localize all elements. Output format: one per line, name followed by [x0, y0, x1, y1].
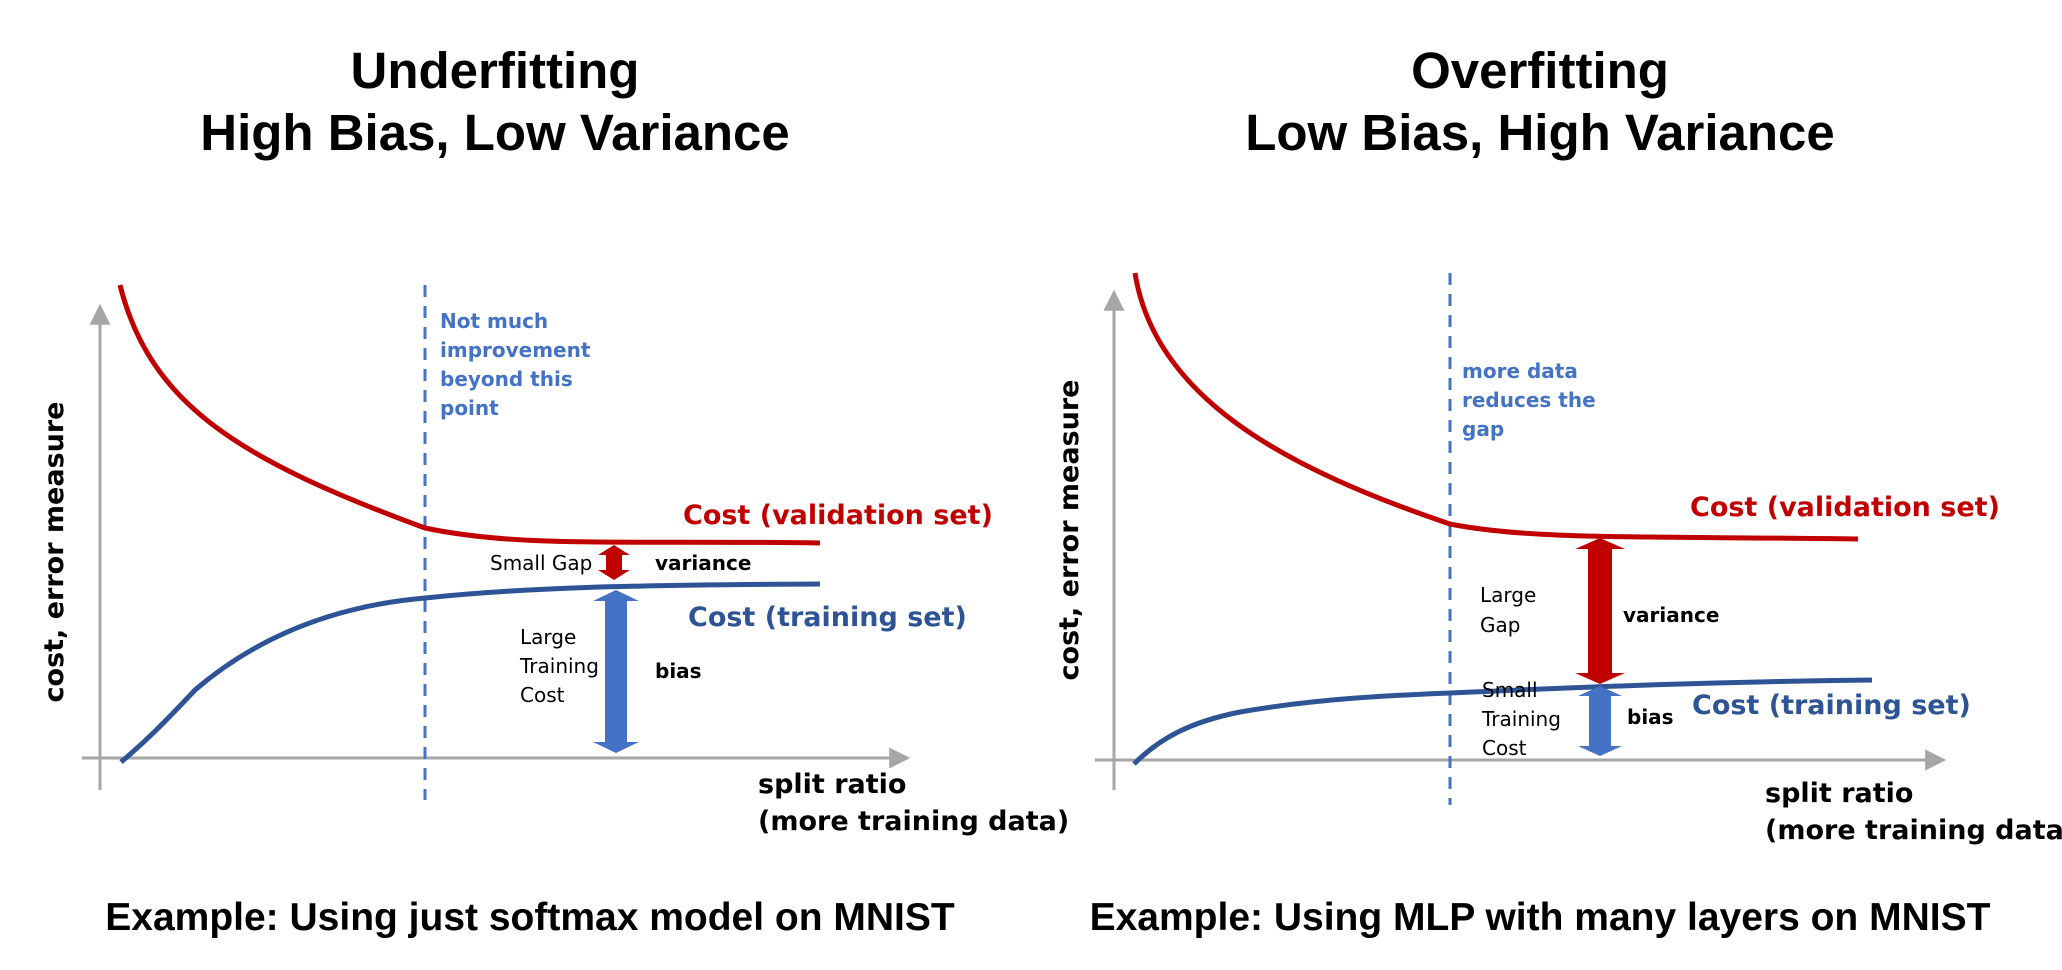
left-bias-label: bias: [655, 659, 702, 683]
overfitting-panel: Overfitting Low Bias, High Variance cost…: [1054, 42, 2062, 939]
left-note-line2: improvement: [440, 338, 591, 362]
left-training-cost-line2: Training: [519, 654, 599, 678]
right-title-line1: Overfitting: [1411, 42, 1669, 99]
right-x-axis-label-line2: (more training data): [1765, 815, 2062, 846]
left-bias-arrow: [593, 590, 639, 753]
left-y-axis-label: cost, error measure: [39, 402, 70, 703]
right-variance-label: variance: [1623, 603, 1719, 627]
left-training-curve: [119, 581, 821, 764]
left-note-line3: beyond this: [440, 367, 573, 391]
right-bias-label: bias: [1627, 705, 1674, 729]
right-validation-label: Cost (validation set): [1690, 492, 2000, 523]
right-note-line2: reduces the: [1462, 388, 1596, 412]
left-title-line2: High Bias, Low Variance: [200, 104, 790, 161]
left-variance-arrow: [598, 545, 630, 580]
right-gap-label-line1: Large: [1480, 583, 1536, 607]
left-gap-label: Small Gap: [490, 551, 592, 575]
right-note-line1: more data: [1462, 359, 1578, 383]
right-validation-curve: [1132, 272, 1859, 542]
right-training-cost-line2: Training: [1481, 707, 1561, 731]
left-x-axis-label-line1: split ratio: [758, 769, 906, 800]
underfitting-panel: Underfitting High Bias, Low Variance cos…: [39, 42, 1069, 939]
left-validation-curve: [117, 284, 821, 546]
right-caption: Example: Using MLP with many layers on M…: [1090, 896, 1991, 939]
left-x-axis-label-line2: (more training data): [758, 806, 1069, 837]
left-title-line1: Underfitting: [351, 42, 640, 99]
right-training-label: Cost (training set): [1692, 690, 1971, 721]
right-note-line3: gap: [1462, 417, 1504, 441]
left-training-cost-line3: Cost: [520, 683, 565, 707]
left-training-label: Cost (training set): [688, 602, 967, 633]
right-x-axis-label-line1: split ratio: [1765, 778, 1913, 809]
left-note-line4: point: [440, 396, 499, 420]
right-training-cost-line3: Cost: [1482, 736, 1527, 760]
left-variance-label: variance: [655, 551, 751, 575]
right-variance-arrow: [1575, 538, 1625, 684]
left-note-line1: Not much: [440, 309, 548, 333]
left-training-cost-line1: Large: [520, 625, 576, 649]
right-training-curve: [1132, 677, 1873, 766]
left-caption: Example: Using just softmax model on MNI…: [105, 896, 955, 939]
right-bias-arrow: [1578, 686, 1622, 756]
left-validation-label: Cost (validation set): [683, 500, 993, 531]
right-gap-label-line2: Gap: [1480, 613, 1520, 637]
right-y-axis-label: cost, error measure: [1054, 380, 1085, 681]
right-training-cost-line1: Small: [1482, 678, 1538, 702]
right-title-line2: Low Bias, High Variance: [1245, 104, 1835, 161]
